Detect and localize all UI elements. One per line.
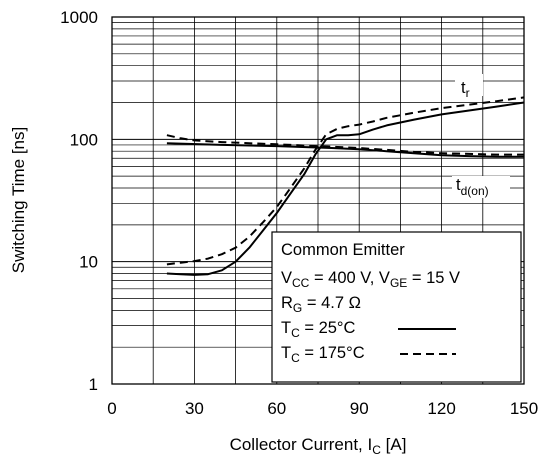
legend-rg: RG = 4.7 Ω xyxy=(281,294,361,315)
legend-title: Common Emitter xyxy=(281,241,405,259)
series-layer xyxy=(166,96,525,276)
x-tick-label: 60 xyxy=(267,399,286,418)
x-tick-label: 90 xyxy=(350,399,369,418)
x-tick-label: 0 xyxy=(107,399,116,418)
plot-frame xyxy=(111,16,525,385)
legend-entry-25c-label: TC = 25°C xyxy=(281,319,356,340)
legend-entry-175c-label: TC = 175°C xyxy=(281,344,365,365)
y-tick-label: 1000 xyxy=(60,8,98,27)
svg-text:tr: tr xyxy=(461,79,470,100)
series-line-tdon-25c xyxy=(166,142,524,158)
legend-vcc-vge: VCC = 400 V, VGE = 15 V xyxy=(281,269,460,290)
series-line-tr-175c xyxy=(166,96,525,266)
x-tick-label: 30 xyxy=(185,399,204,418)
x-axis-label: Collector Current, IC [A] xyxy=(230,435,407,457)
x-tick-labels: 0 30 60 90 120 150 xyxy=(107,399,538,418)
x-tick-label: 120 xyxy=(427,399,455,418)
y-tick-label: 10 xyxy=(79,253,98,272)
series-line-tdon-175c xyxy=(166,134,524,156)
curve-label-tr: tr xyxy=(455,74,483,100)
y-tick-labels: 1 10 100 1000 xyxy=(60,8,98,394)
series-line-tr-25c xyxy=(166,101,525,276)
y-axis-label: Switching Time [ns] xyxy=(9,127,28,273)
svg-text:td(on): td(on) xyxy=(456,176,489,198)
legend: Common Emitter VCC = 400 V, VGE = 15 V R… xyxy=(271,231,522,383)
y-tick-label: 100 xyxy=(70,130,98,149)
legend-box xyxy=(271,231,522,383)
curve-label-tdon: td(on) xyxy=(452,176,510,198)
x-tick-label: 150 xyxy=(510,399,538,418)
y-tick-label: 1 xyxy=(89,375,98,394)
